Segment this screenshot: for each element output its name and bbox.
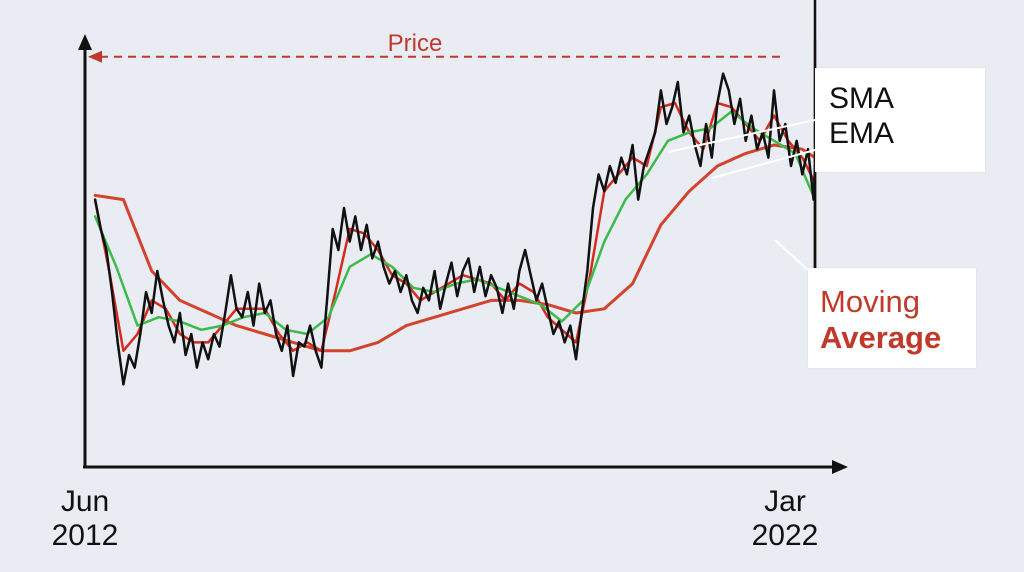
series-line-ema <box>93 80 817 336</box>
legend-sma-ema: SMA EMA <box>815 68 985 172</box>
axes <box>78 34 848 474</box>
x-tick-end-month: Jar <box>764 485 806 518</box>
x-tick-start-month: Jun <box>60 485 110 518</box>
x-axis-arrowhead <box>832 460 848 474</box>
price-label: Price <box>388 30 443 57</box>
legend-moving-average: Moving Average <box>808 268 976 368</box>
x-tick-start-year: 2012 <box>51 519 119 552</box>
price-reference: Price <box>88 30 780 63</box>
legend-connector-ma <box>774 239 809 271</box>
x-tick-start: Jun 2012 <box>30 485 140 553</box>
series-line-sma <box>93 38 817 353</box>
series-line-price <box>93 0 817 386</box>
legend-item-ema: EMA <box>829 116 895 150</box>
legend-connector-ema <box>667 119 816 153</box>
legend-connectors <box>667 119 816 271</box>
y-axis-arrowhead <box>78 34 92 50</box>
legend-connector-sma <box>711 149 816 179</box>
legend-ma-line-1: Moving <box>820 284 920 319</box>
legend-ma-line-2: Average <box>820 319 942 355</box>
series-layer <box>93 0 817 386</box>
x-tick-end-year: 2022 <box>751 519 819 552</box>
series-line-moving-average <box>93 143 817 353</box>
legend-item-sma: SMA <box>829 82 895 115</box>
price-reference-arrowhead <box>88 50 102 63</box>
x-tick-end: Jar 2022 <box>730 485 840 553</box>
